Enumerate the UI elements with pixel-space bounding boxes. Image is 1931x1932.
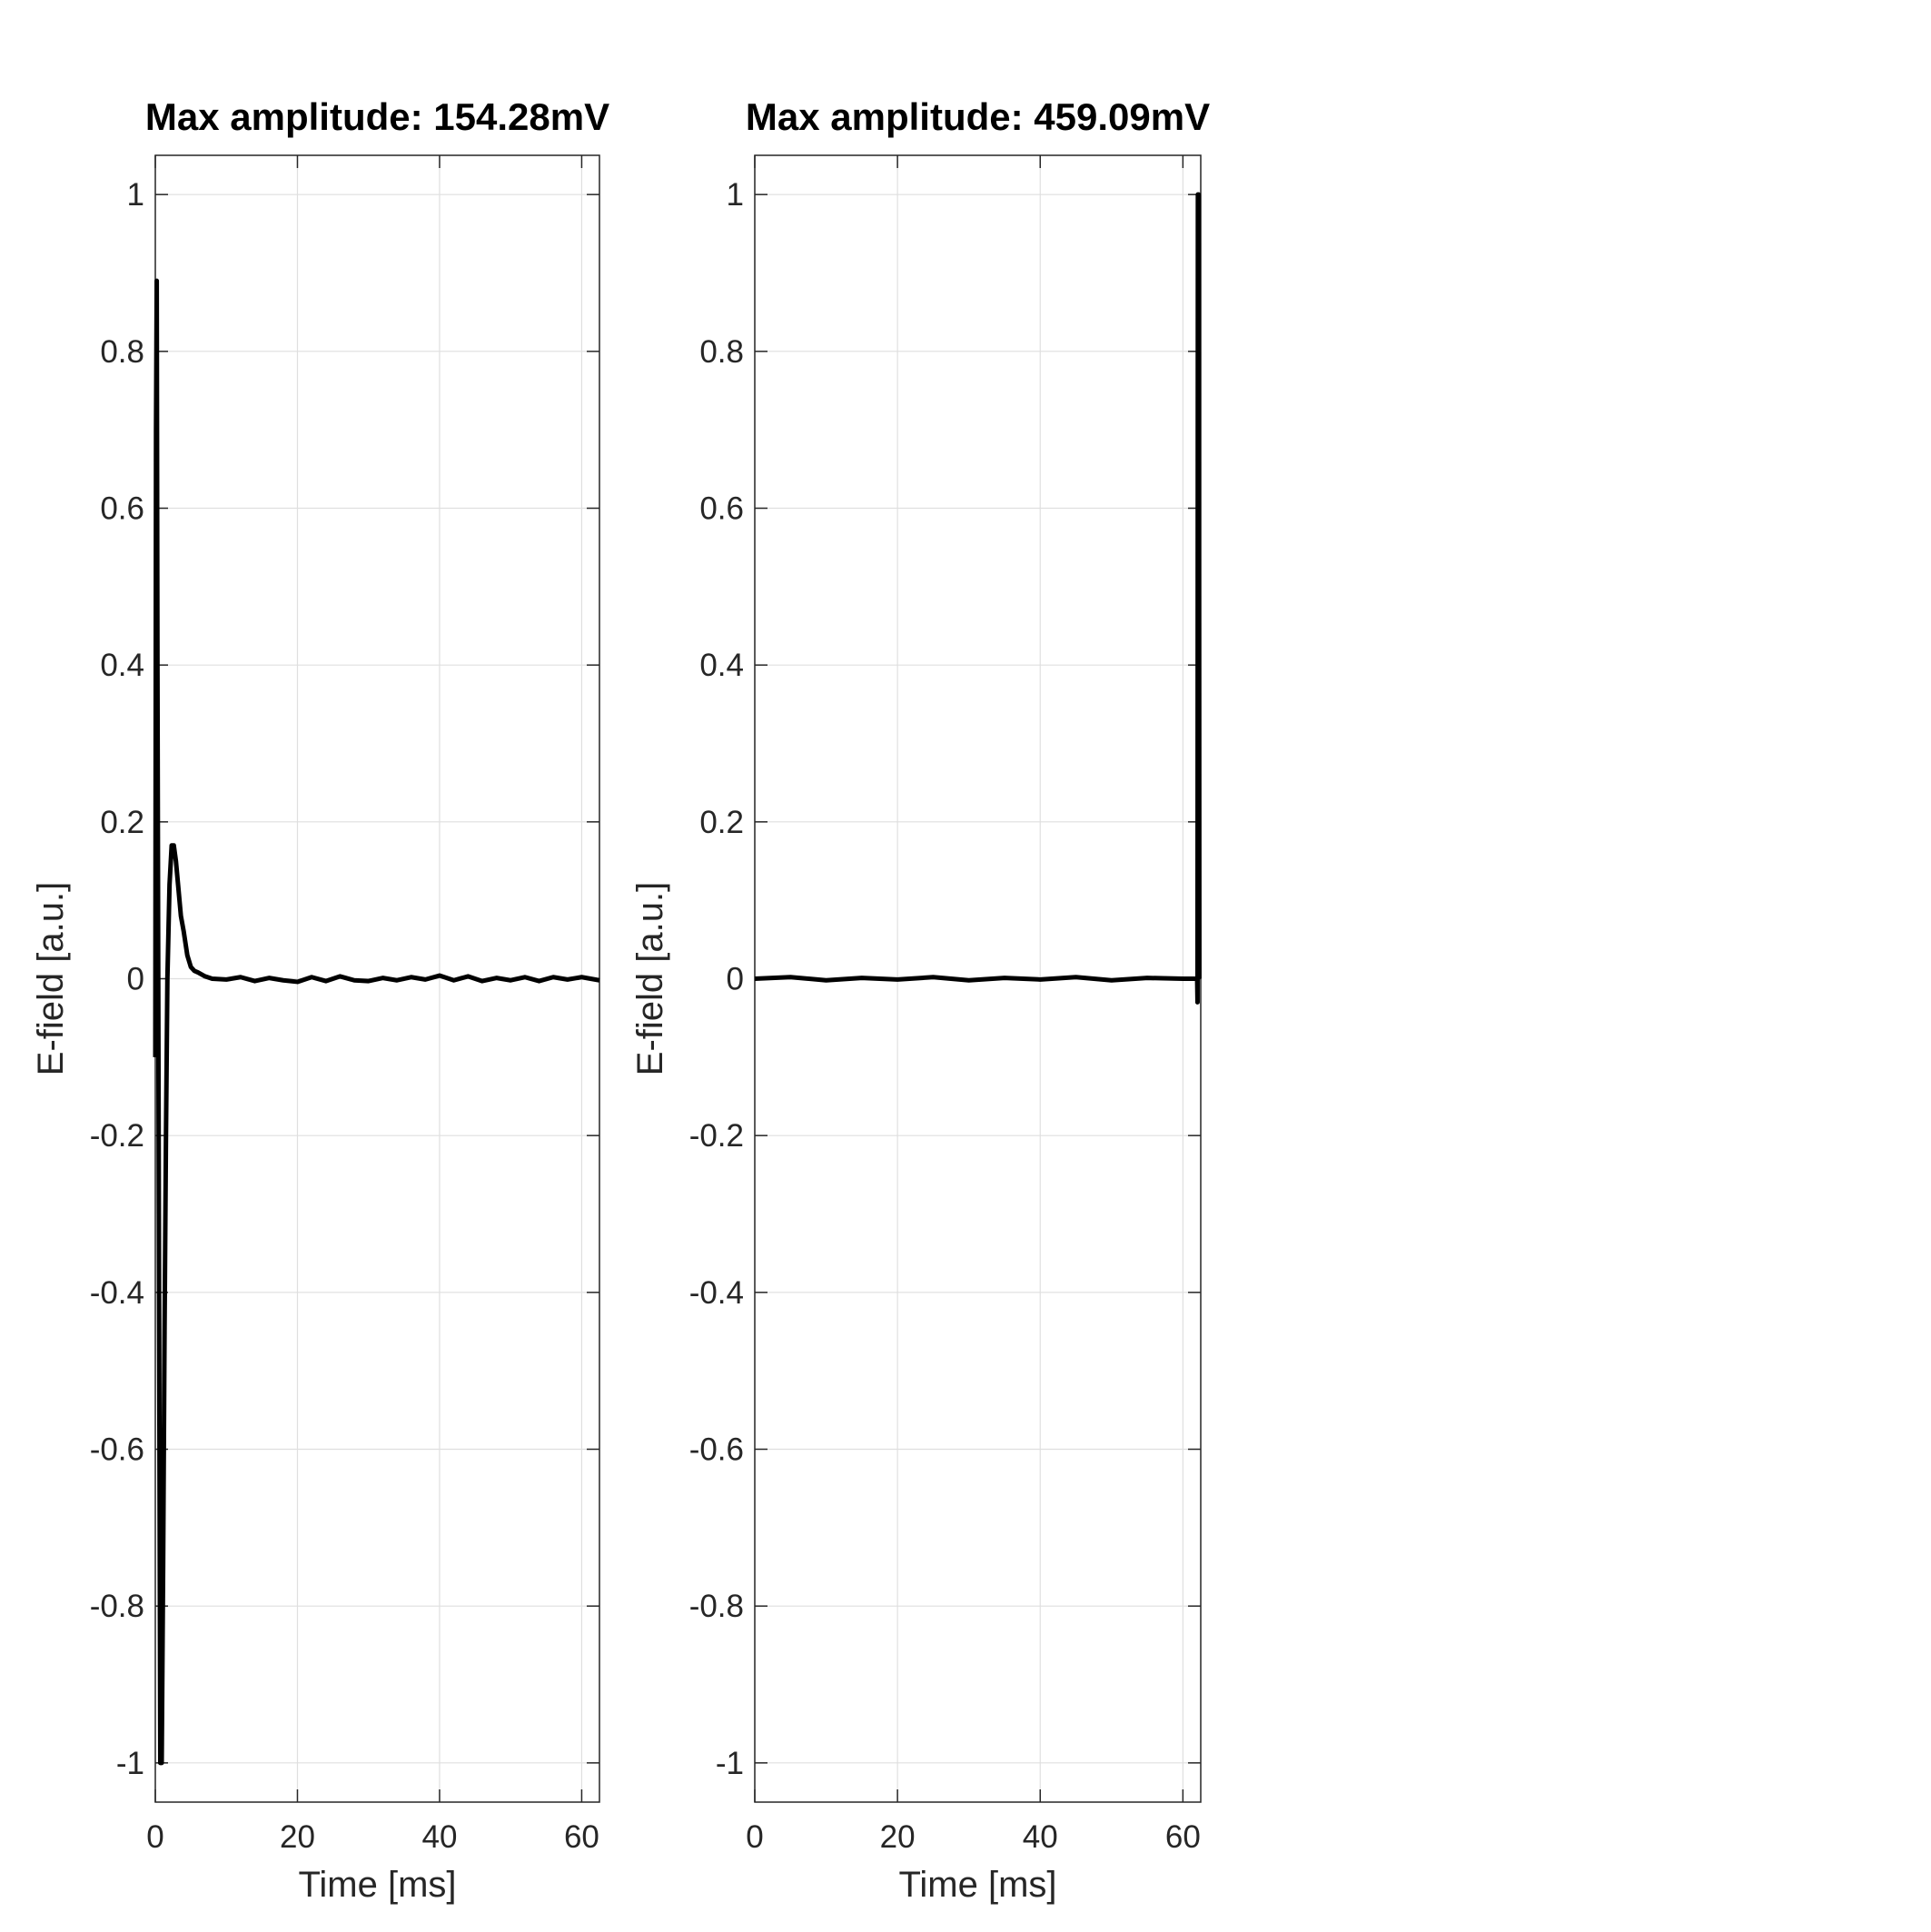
left-plot-y-tick-label: -0.6 — [90, 1432, 144, 1468]
right-plot-y-tick-label: 0 — [727, 962, 744, 997]
right-plot-x-tick-label: 60 — [1165, 1819, 1201, 1855]
right-plot-y-tick-label: -1 — [716, 1746, 744, 1781]
left-plot-y-tick-label: 0.4 — [100, 648, 144, 683]
right-plot-y-tick-label: 1 — [727, 177, 744, 213]
right-plot-signal-line — [754, 192, 1202, 1005]
right-plot-y-tick-label: 0.8 — [699, 334, 744, 370]
left-plot-x-axis-label: Time [ms] — [298, 1865, 456, 1905]
right-plot-y-tick-label: 0.6 — [699, 491, 744, 527]
left-plot-y-axis-label: E-field [a.u.] — [31, 882, 71, 1075]
left-plot-title: Max amplitude: 154.28mV — [145, 95, 609, 138]
right-plot-title: Max amplitude: 459.09mV — [746, 95, 1210, 138]
left-plot-ticks: 0 20 40 60 -1 -0.8 -0.6 -0.4 -0.2 0 0.2 0.4 0.6 0.8 1 — [90, 155, 599, 1855]
right-plot-y-tick-label: -0.4 — [689, 1275, 744, 1311]
right-plot-x-axis-label: Time [ms] — [898, 1865, 1056, 1905]
right-plot-y-tick-label: 0.2 — [699, 805, 744, 840]
left-plot-signal-line — [153, 278, 600, 1766]
right-plot-y-tick-label: -0.2 — [689, 1118, 744, 1154]
left-plot-grid — [154, 155, 599, 1802]
left-plot-y-tick-label: 0.2 — [100, 805, 144, 840]
left-plot-y-tick-label: -0.4 — [90, 1275, 144, 1311]
left-plot-y-tick-label: -1 — [116, 1746, 144, 1781]
left-plot-x-tick-label: 60 — [564, 1819, 599, 1855]
right-plot-x-tick-label: 40 — [1023, 1819, 1058, 1855]
left-plot-x-tick-label: 40 — [421, 1819, 457, 1855]
right-plot-y-tick-label: -0.8 — [689, 1589, 744, 1624]
right-plot-x-tick-label: 0 — [746, 1819, 763, 1855]
right-plot-y-tick-label: -0.6 — [689, 1432, 744, 1468]
left-plot-panel: 0 20 40 60-1-0.8-0.6-0.4-0.200.20.40.60.81 … — [31, 95, 609, 1905]
right-plot-ticks: 0 20 40 60 -1 -0.8 -0.6 -0.4 -0.2 0 0.2 0.4 0.6 0.8 1 — [689, 155, 1201, 1855]
right-plot-y-axis-label: E-field [a.u.] — [630, 882, 670, 1075]
left-plot-y-tick-label: -0.2 — [90, 1118, 144, 1154]
left-plot-y-tick-label: 0.6 — [100, 491, 144, 527]
left-plot-y-tick-label: 0.8 — [100, 334, 144, 370]
left-plot-x-tick-label: 20 — [280, 1819, 315, 1855]
right-plot-x-tick-label: 20 — [880, 1819, 916, 1855]
left-plot-y-tick-label: 1 — [127, 177, 144, 213]
left-plot-x-tick-label: 0 — [146, 1819, 163, 1855]
left-plot-y-tick-label: 0 — [127, 962, 144, 997]
right-plot-panel: 0 20 40 60-1-0.8-0.6-0.4-0.200.20.40.60.81 … — [630, 95, 1210, 1905]
right-plot-y-tick-label: 0.4 — [699, 648, 744, 683]
left-plot-y-tick-label: -0.8 — [90, 1589, 144, 1624]
